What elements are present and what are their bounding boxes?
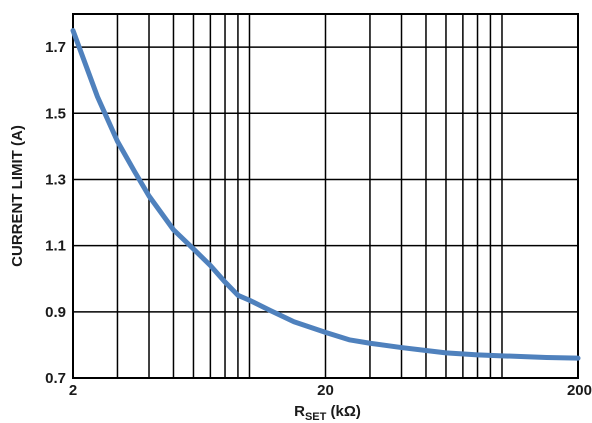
- chart-grid: [72, 13, 579, 379]
- x-axis-title: RSET (kΩ): [294, 403, 361, 423]
- y-tick-label: 1.7: [45, 39, 66, 56]
- series-line-0: [70, 28, 581, 361]
- y-tick-label: 1.1: [45, 238, 66, 255]
- y-axis-title: CURRENT LIMIT (A): [9, 125, 26, 267]
- y-tick-label: 0.9: [45, 304, 66, 321]
- x-axis-title-unit: (kΩ): [326, 403, 361, 420]
- series-layer: [70, 28, 581, 361]
- y-tick-label: 1.5: [45, 105, 66, 122]
- x-tick-label: 20: [317, 382, 334, 399]
- plot-area-frame: [72, 13, 579, 379]
- x-axis-title-main: R: [294, 403, 305, 420]
- x-tick-labels: 2 20 200: [69, 382, 592, 399]
- x-axis-title-subscript: SET: [305, 411, 327, 423]
- y-tick-label: 0.7: [45, 370, 66, 387]
- y-tick-label: 1.3: [45, 171, 66, 188]
- x-tick-label: 200: [567, 382, 592, 399]
- x-tick-label: 2: [69, 382, 77, 399]
- y-tick-labels: 0.7 0.9 1.1 1.3 1.5 1.7: [45, 39, 66, 387]
